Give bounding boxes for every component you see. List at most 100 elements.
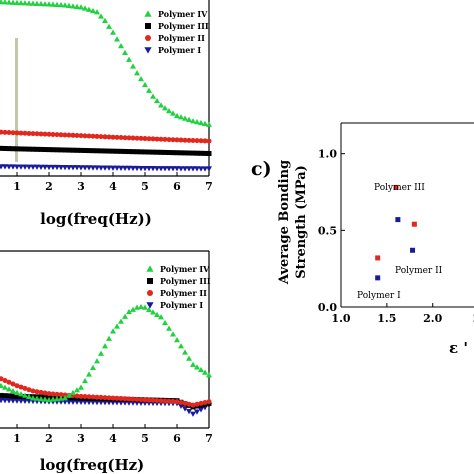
- c-data-point: [411, 221, 417, 227]
- data-point-polymer-iv: [162, 319, 168, 326]
- data-point-polymer-i: [14, 164, 20, 170]
- data-point-polymer-iv: [74, 3, 80, 9]
- data-point-polymer-iv: [202, 369, 208, 375]
- legend-label: Polymer I: [160, 300, 203, 310]
- data-point-polymer-ii: [90, 394, 96, 400]
- data-point-polymer-iv: [54, 1, 60, 8]
- data-point-polymer-ii: [2, 129, 8, 135]
- data-point-polymer-iv: [6, 0, 12, 5]
- data-point-polymer-ii: [138, 397, 144, 403]
- legend-label: Polymer III: [160, 276, 211, 286]
- data-point-polymer-ii: [26, 387, 32, 393]
- data-point-polymer-iii: [58, 147, 64, 153]
- data-point-polymer-ii: [154, 398, 160, 403]
- data-point-polymer-ii: [126, 396, 132, 402]
- data-point-polymer-iii: [106, 148, 112, 154]
- data-point-polymer-iv: [82, 377, 88, 384]
- data-point-polymer-iv: [26, 393, 32, 400]
- data-point-polymer-ii: [14, 130, 20, 136]
- data-point-polymer-ii: [206, 399, 212, 405]
- data-point-polymer-ii: [106, 395, 112, 401]
- data-point-polymer-iv: [174, 337, 180, 343]
- x-tick-label: 5: [141, 180, 149, 193]
- data-point-polymer-iv: [146, 87, 152, 93]
- data-point-polymer-iv: [142, 81, 148, 88]
- panel-c-x-axis-label: ε ': [449, 339, 468, 357]
- data-point-polymer-ii: [142, 136, 148, 142]
- data-point-polymer-i: [62, 399, 68, 405]
- data-point-polymer-iv: [2, 384, 8, 390]
- data-point-polymer-iii: [174, 150, 180, 156]
- data-point-polymer-iv: [34, 395, 40, 401]
- c-data-point: [395, 217, 401, 223]
- data-point-polymer-i: [46, 164, 52, 171]
- data-point-polymer-i: [66, 165, 72, 171]
- data-point-polymer-iv: [174, 112, 180, 119]
- data-point-polymer-ii: [162, 398, 168, 404]
- data-point-polymer-ii: [26, 130, 32, 136]
- c-x-tick-label: 2.: [473, 312, 474, 325]
- data-point-polymer-iv: [194, 118, 200, 125]
- data-point-polymer-iv: [58, 2, 64, 8]
- data-point-polymer-i: [82, 399, 88, 406]
- data-point-polymer-iii: [14, 393, 20, 399]
- data-point-polymer-i: [102, 400, 108, 406]
- data-point-polymer-iii: [94, 148, 100, 154]
- legend-marker-polymer-ii: [147, 290, 153, 296]
- data-point-polymer-iv: [10, 388, 16, 394]
- data-point-polymer-i: [106, 400, 112, 406]
- data-point-polymer-iii: [154, 149, 160, 155]
- data-point-polymer-i: [146, 166, 152, 172]
- data-point-polymer-ii: [38, 389, 44, 395]
- annotation-polymer-i: Polymer I: [357, 291, 401, 301]
- data-point-polymer-i: [38, 164, 44, 170]
- data-point-polymer-ii: [194, 401, 200, 407]
- bottom-x-axis-label: log(freq(Hz): [40, 456, 145, 474]
- data-point-polymer-iii: [186, 150, 192, 156]
- data-point-polymer-iv: [38, 395, 44, 402]
- data-point-polymer-ii: [166, 137, 172, 143]
- data-point-polymer-iv: [118, 318, 124, 324]
- data-point-polymer-iv: [110, 29, 116, 35]
- data-point-polymer-ii: [50, 131, 56, 137]
- data-point-polymer-i: [2, 164, 8, 170]
- data-point-polymer-ii: [118, 396, 124, 402]
- data-point-polymer-ii: [162, 136, 168, 142]
- data-point-polymer-iv: [178, 343, 184, 349]
- data-point-polymer-i: [110, 165, 116, 171]
- data-point-polymer-iii: [10, 146, 16, 152]
- data-point-polymer-ii: [2, 377, 8, 383]
- data-point-polymer-iv: [150, 309, 156, 315]
- data-point-polymer-iii: [114, 148, 120, 154]
- data-point-polymer-ii: [178, 399, 184, 405]
- legend-marker-polymer-ii: [145, 35, 151, 41]
- data-point-polymer-iii: [194, 150, 200, 156]
- data-point-polymer-iii: [0, 392, 4, 398]
- data-point-polymer-iv: [166, 325, 172, 331]
- data-point-polymer-i: [14, 398, 20, 404]
- data-point-polymer-i: [74, 165, 80, 171]
- data-point-polymer-i: [30, 164, 36, 170]
- data-point-polymer-ii: [150, 397, 156, 403]
- data-point-polymer-iv: [186, 116, 192, 123]
- data-point-polymer-ii: [98, 394, 104, 400]
- data-point-polymer-i: [186, 166, 192, 172]
- data-point-polymer-iv: [86, 371, 92, 377]
- data-point-polymer-i: [70, 165, 76, 171]
- data-point-polymer-iii: [98, 148, 104, 154]
- data-point-polymer-iv: [186, 355, 192, 361]
- data-point-polymer-iii: [130, 149, 136, 155]
- data-point-polymer-i: [166, 166, 172, 172]
- data-point-polymer-ii: [38, 131, 44, 137]
- data-point-polymer-i: [6, 398, 12, 404]
- data-point-polymer-ii: [106, 134, 112, 140]
- panel-c-label: c): [251, 158, 272, 180]
- data-point-polymer-i: [194, 166, 200, 172]
- data-point-polymer-ii: [54, 391, 60, 397]
- data-point-polymer-iv: [154, 97, 160, 104]
- data-point-polymer-iv: [90, 7, 96, 14]
- data-point-polymer-iii: [146, 149, 152, 155]
- data-point-polymer-iii: [158, 149, 164, 155]
- data-point-polymer-ii: [42, 131, 48, 137]
- data-point-polymer-iv: [170, 110, 176, 116]
